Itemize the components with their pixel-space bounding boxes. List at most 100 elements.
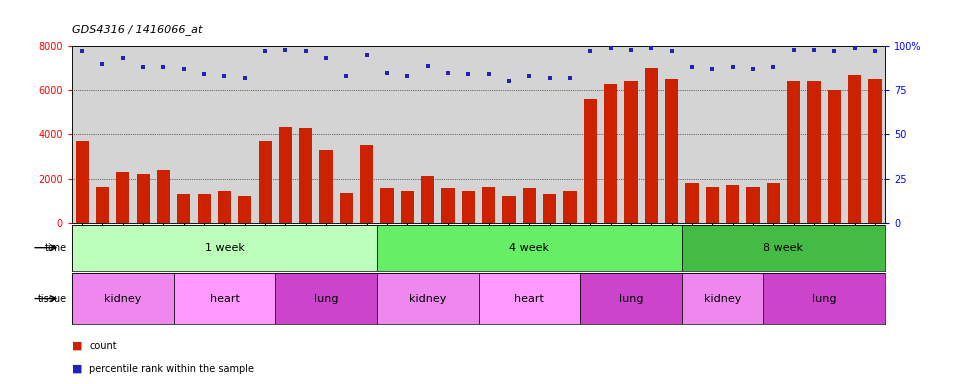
Bar	[198, 194, 211, 223]
Bar	[869, 79, 881, 223]
Point	[75, 48, 90, 55]
Bar	[116, 172, 130, 223]
Bar	[584, 99, 597, 223]
Bar	[645, 68, 658, 223]
Point	[379, 70, 395, 76]
Text: percentile rank within the sample: percentile rank within the sample	[89, 364, 254, 374]
Bar	[502, 196, 516, 223]
Text: kidney: kidney	[704, 293, 741, 304]
Point	[664, 48, 680, 55]
Point	[481, 71, 496, 78]
Bar	[340, 193, 353, 223]
Bar	[76, 141, 88, 223]
Bar	[564, 191, 577, 223]
Bar	[96, 187, 109, 223]
Point	[603, 45, 618, 51]
Bar	[726, 185, 739, 223]
Bar	[360, 146, 373, 223]
Point	[766, 64, 781, 70]
Bar	[479, 273, 580, 324]
Bar	[482, 187, 495, 223]
Bar	[421, 176, 434, 223]
Point	[135, 64, 151, 70]
Bar	[624, 81, 637, 223]
Bar	[136, 174, 150, 223]
Point	[339, 73, 354, 79]
Point	[115, 55, 131, 61]
Point	[197, 71, 212, 78]
Bar	[523, 189, 536, 223]
Point	[319, 55, 334, 61]
Point	[299, 48, 314, 55]
Bar	[604, 84, 617, 223]
Text: kidney: kidney	[104, 293, 141, 304]
Bar	[377, 273, 479, 324]
Point	[156, 64, 171, 70]
Text: tissue: tissue	[38, 293, 67, 304]
Bar	[377, 225, 682, 271]
Point	[847, 45, 862, 51]
Bar	[174, 273, 276, 324]
Point	[705, 66, 720, 72]
Text: 4 week: 4 week	[510, 243, 549, 253]
Text: 8 week: 8 week	[763, 243, 804, 253]
Text: lung: lung	[812, 293, 836, 304]
Point	[501, 78, 516, 84]
Bar	[543, 194, 556, 223]
Point	[563, 75, 578, 81]
Bar	[380, 189, 394, 223]
Point	[786, 46, 802, 53]
Point	[684, 64, 700, 70]
Point	[745, 66, 760, 72]
Point	[643, 45, 659, 51]
Bar	[682, 273, 763, 324]
Bar	[72, 225, 377, 271]
Point	[237, 75, 252, 81]
Point	[521, 73, 537, 79]
Point	[725, 64, 740, 70]
Bar	[258, 141, 272, 223]
Point	[176, 66, 191, 72]
Point	[542, 75, 558, 81]
Point	[277, 46, 293, 53]
Bar	[156, 170, 170, 223]
Bar	[767, 183, 780, 223]
Point	[359, 52, 374, 58]
Bar	[807, 81, 821, 223]
Point	[399, 73, 415, 79]
Bar	[580, 273, 682, 324]
Point	[583, 48, 598, 55]
Bar	[665, 79, 679, 223]
Point	[806, 46, 822, 53]
Point	[461, 71, 476, 78]
Point	[867, 48, 882, 55]
Point	[623, 46, 638, 53]
Text: GDS4316 / 1416066_at: GDS4316 / 1416066_at	[72, 24, 203, 35]
Bar	[462, 191, 475, 223]
Point	[257, 48, 273, 55]
Bar	[787, 81, 801, 223]
Bar	[300, 128, 312, 223]
Bar	[401, 191, 414, 223]
Bar	[706, 187, 719, 223]
Text: heart: heart	[515, 293, 544, 304]
Text: count: count	[89, 341, 117, 351]
Text: time: time	[45, 243, 67, 253]
Text: ■: ■	[72, 341, 83, 351]
Bar	[442, 189, 455, 223]
Bar	[276, 273, 377, 324]
Text: kidney: kidney	[409, 293, 446, 304]
Bar	[746, 187, 759, 223]
Text: heart: heart	[209, 293, 239, 304]
Point	[420, 63, 436, 69]
Bar	[178, 194, 190, 223]
Bar	[278, 127, 292, 223]
Bar	[320, 150, 333, 223]
Bar	[218, 191, 231, 223]
Bar	[682, 225, 885, 271]
Bar	[72, 273, 174, 324]
Text: lung: lung	[619, 293, 643, 304]
Point	[217, 73, 232, 79]
Bar	[828, 90, 841, 223]
Text: ■: ■	[72, 364, 83, 374]
